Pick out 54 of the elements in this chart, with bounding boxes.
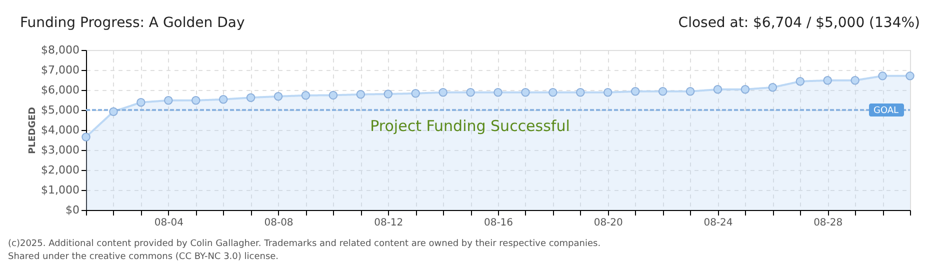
point	[274, 92, 283, 101]
x-tick-label: 08-20	[594, 218, 623, 228]
point	[218, 95, 228, 104]
y-tick-label: $2,000	[41, 164, 80, 176]
point	[82, 132, 90, 142]
point	[850, 76, 860, 85]
y-tick-label: $0	[66, 204, 80, 216]
text: (c)2025. Additional content provided by Colin Gallagher. Trademarks and related content are owned by their respective companies.	[8, 239, 601, 249]
point	[630, 87, 640, 96]
y-tick-label: $1,000	[41, 184, 80, 196]
y-axis-title: PLEDGED	[28, 107, 38, 154]
chart-subtitle: Closed at: $6,704 / $5,000 (134%)	[678, 15, 920, 31]
point	[713, 85, 722, 94]
point	[191, 96, 200, 105]
point	[301, 91, 310, 100]
chart-title: Funding Progress: A Golden Day	[20, 15, 245, 31]
point	[603, 88, 612, 97]
point	[658, 87, 668, 96]
point	[740, 85, 750, 94]
y-tick-label: $4,000	[41, 124, 80, 136]
point	[136, 98, 146, 107]
point	[246, 93, 256, 102]
point	[823, 76, 832, 85]
x-tick-label: 08-08	[264, 218, 294, 228]
annotation: Project Funding Successful	[370, 117, 570, 135]
point	[356, 90, 366, 99]
point	[768, 83, 778, 92]
point	[466, 88, 475, 97]
point	[494, 88, 502, 97]
x-tick-label: 08-12	[374, 218, 404, 228]
y-tick-label: $3,000	[41, 144, 80, 156]
point	[438, 88, 448, 97]
x-tick-label: 08-28	[814, 218, 843, 228]
x-tick-label: 08-24	[704, 218, 733, 228]
point	[411, 89, 420, 98]
y-tick-label: $8,000	[41, 44, 80, 56]
point	[796, 77, 805, 86]
point	[548, 88, 558, 97]
point	[109, 107, 118, 116]
text: Shared under the creative commons (CC BY-NC 3.0) license.	[8, 252, 279, 262]
point	[878, 72, 887, 80]
point	[906, 72, 914, 80]
point	[384, 90, 393, 98]
point	[164, 96, 173, 105]
point	[686, 87, 695, 96]
y-tick-label: $6,000	[41, 84, 80, 96]
y-tick-label: $5,000	[41, 104, 80, 116]
ref-line-label: GOAL	[873, 106, 899, 116]
x-tick-label: 08-16	[484, 218, 514, 228]
y-tick-label: $7,000	[41, 64, 80, 76]
x-tick-label: 08-04	[154, 218, 184, 228]
point	[576, 88, 585, 97]
point	[328, 90, 338, 100]
point	[521, 88, 530, 97]
